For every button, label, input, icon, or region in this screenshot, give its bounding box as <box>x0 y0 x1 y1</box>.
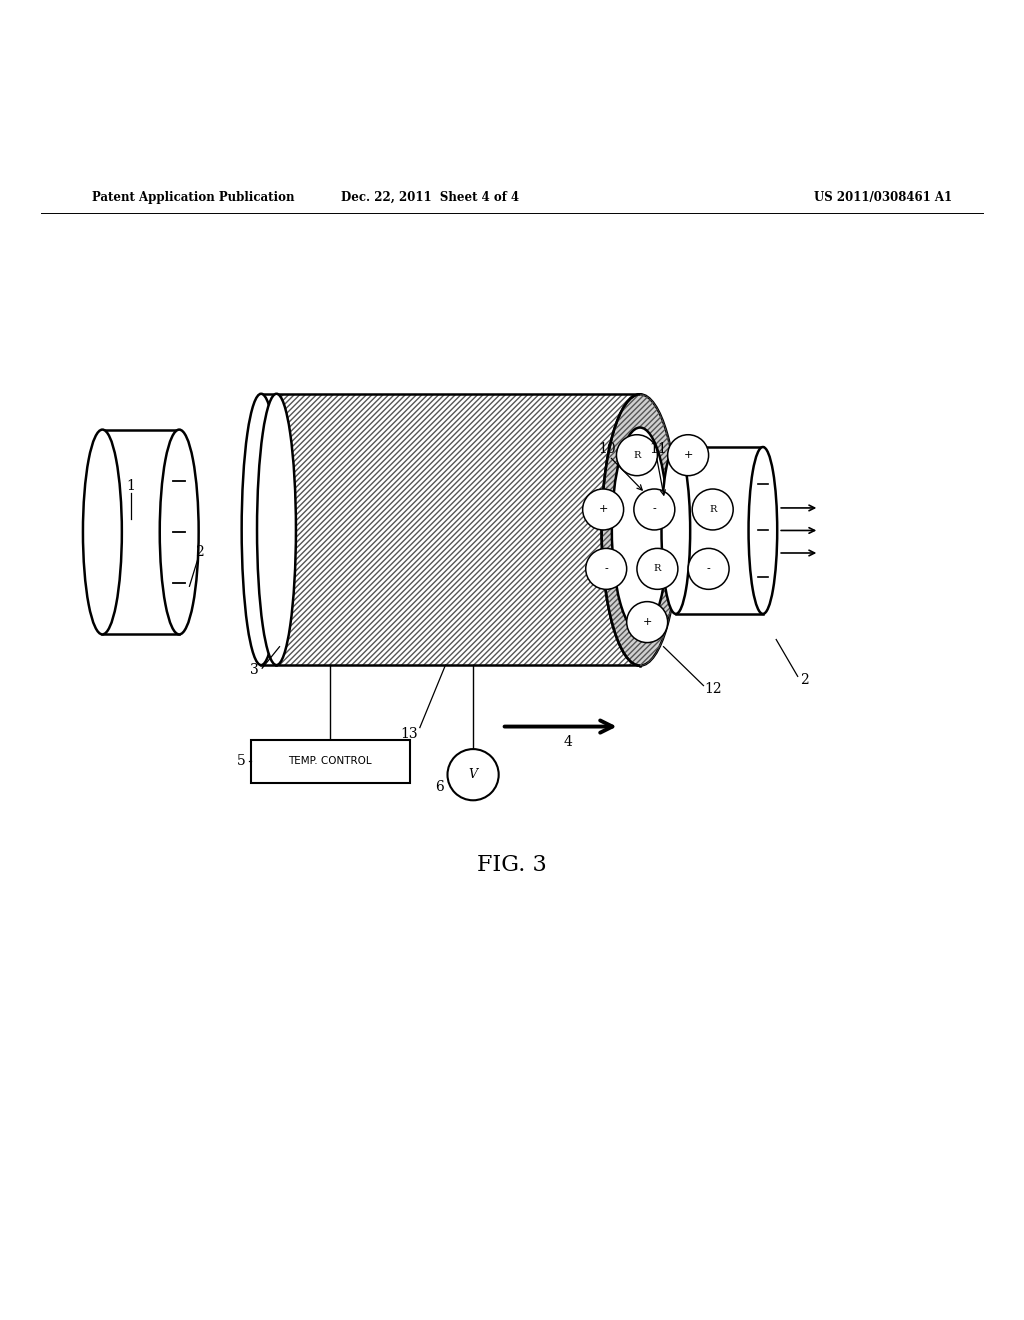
Circle shape <box>616 434 657 475</box>
Text: 3: 3 <box>250 663 258 677</box>
Text: 11: 11 <box>649 442 668 455</box>
Text: R: R <box>709 506 717 513</box>
Circle shape <box>668 434 709 475</box>
Circle shape <box>627 602 668 643</box>
Ellipse shape <box>242 393 281 665</box>
Ellipse shape <box>83 429 122 635</box>
Text: 2: 2 <box>801 673 809 688</box>
Text: -: - <box>604 564 608 574</box>
Text: +: + <box>642 618 652 627</box>
Text: 5: 5 <box>238 754 246 768</box>
Text: 12: 12 <box>703 681 722 696</box>
Text: V: V <box>469 768 477 781</box>
Circle shape <box>692 488 733 529</box>
Polygon shape <box>276 393 640 665</box>
Text: R: R <box>633 450 641 459</box>
Circle shape <box>447 748 499 800</box>
Text: -: - <box>652 504 656 515</box>
Circle shape <box>634 488 675 529</box>
Polygon shape <box>102 429 179 635</box>
Polygon shape <box>676 447 763 614</box>
Text: 4: 4 <box>564 735 572 748</box>
Text: R: R <box>653 565 662 573</box>
Text: TEMP. CONTROL: TEMP. CONTROL <box>289 756 372 767</box>
Text: Dec. 22, 2011  Sheet 4 of 4: Dec. 22, 2011 Sheet 4 of 4 <box>341 190 519 203</box>
Text: +: + <box>598 504 608 515</box>
Ellipse shape <box>612 428 668 632</box>
Text: 13: 13 <box>400 727 419 741</box>
Text: 2: 2 <box>196 545 204 560</box>
Text: 10: 10 <box>598 442 616 455</box>
Ellipse shape <box>662 447 690 614</box>
Circle shape <box>583 488 624 529</box>
Circle shape <box>586 548 627 589</box>
Ellipse shape <box>602 395 679 665</box>
Text: Patent Application Publication: Patent Application Publication <box>92 190 295 203</box>
Ellipse shape <box>257 393 296 665</box>
FancyBboxPatch shape <box>251 741 410 783</box>
Circle shape <box>637 548 678 589</box>
Ellipse shape <box>749 447 777 614</box>
Text: +: + <box>683 450 693 461</box>
Text: 6: 6 <box>435 780 443 793</box>
Text: FIG. 3: FIG. 3 <box>477 854 547 875</box>
Text: -: - <box>707 564 711 574</box>
Text: 1: 1 <box>127 479 135 492</box>
Text: US 2011/0308461 A1: US 2011/0308461 A1 <box>814 190 952 203</box>
Circle shape <box>688 548 729 589</box>
Ellipse shape <box>160 429 199 635</box>
